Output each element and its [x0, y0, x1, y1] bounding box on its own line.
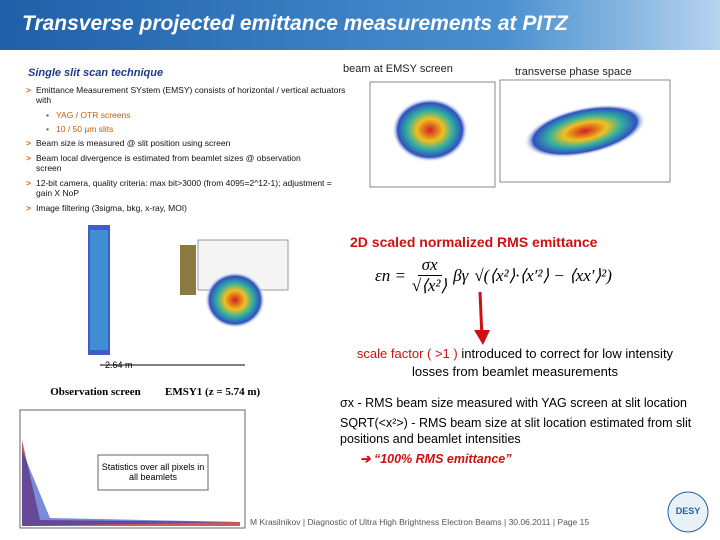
formula-part: √(⟨x²⟩·⟨x′²⟩ − ⟨xx′⟩²): [474, 265, 612, 285]
histogram-area: [22, 450, 240, 526]
formula-part: σx: [417, 255, 442, 276]
arrow-head: [474, 330, 490, 345]
image-caption: transverse phase space: [515, 66, 632, 78]
beamlets: [88, 225, 110, 355]
beam-spot: [392, 98, 468, 162]
bullet: 12-bit camera, quality criteria: max bit…: [26, 178, 336, 198]
sub-bullet: YAG / OTR screens: [26, 110, 346, 120]
bullet: Emittance Measurement SYstem (EMSY) cons…: [26, 85, 346, 105]
logo-circle: [667, 491, 709, 533]
emittance-title: 2D scaled normalized RMS emittance: [350, 234, 598, 250]
bullet-list: Emittance Measurement SYstem (EMSY) cons…: [26, 85, 346, 218]
fraction: σx √⟨x²⟩: [412, 255, 447, 296]
formula-part: √⟨x²⟩: [411, 276, 448, 295]
distance-label: 2.64 m: [105, 360, 133, 370]
actuator: [180, 245, 196, 295]
beam-spot: [205, 272, 265, 328]
formula: εn = σx √⟨x²⟩ βγ √(⟨x²⟩·⟨x′²⟩ − ⟨xx′⟩²): [375, 255, 612, 296]
label: Observation screen: [50, 386, 141, 398]
phase-space-blob: [524, 104, 646, 158]
note: ➔ “100% RMS emittance”: [360, 452, 512, 466]
stats-label: Statistics over all pixels in all beamle…: [101, 462, 205, 482]
formula-part: εn =: [375, 265, 406, 285]
label: EMSY1 (z = 5.74 m): [165, 386, 261, 398]
bullet: Image filtering (3sigma, bkg, x-ray, MOI…: [26, 203, 346, 213]
image-caption: beam at EMSY screen: [343, 63, 453, 75]
highlight: scale factor ( >1 ): [356, 346, 458, 361]
note: SQRT(<x²>) - RMS beam size at slit locat…: [340, 416, 692, 446]
note: σx - RMS beam size measured with YAG scr…: [340, 396, 687, 410]
section-heading: Single slit scan technique: [28, 67, 164, 79]
notes: σx - RMS beam size measured with YAG scr…: [340, 395, 710, 471]
bullet: Beam local divergence is estimated from …: [26, 153, 316, 173]
header-bar: [0, 0, 720, 50]
bullet: Beam size is measured @ slit position us…: [26, 138, 346, 148]
formula-part: βγ: [453, 265, 469, 285]
logo: DESY: [675, 506, 701, 516]
slide-title: Transverse projected emittance measureme…: [22, 12, 568, 35]
scale-note: scale factor ( >1 ) introduced to correc…: [340, 345, 690, 381]
stats-box: [97, 454, 209, 491]
footer: M Krasilnikov | Diagnostic of Ultra High…: [250, 517, 590, 527]
sub-bullet: 10 / 50 µm slits: [26, 124, 346, 134]
text: introduced to correct for low intensity …: [412, 346, 674, 379]
